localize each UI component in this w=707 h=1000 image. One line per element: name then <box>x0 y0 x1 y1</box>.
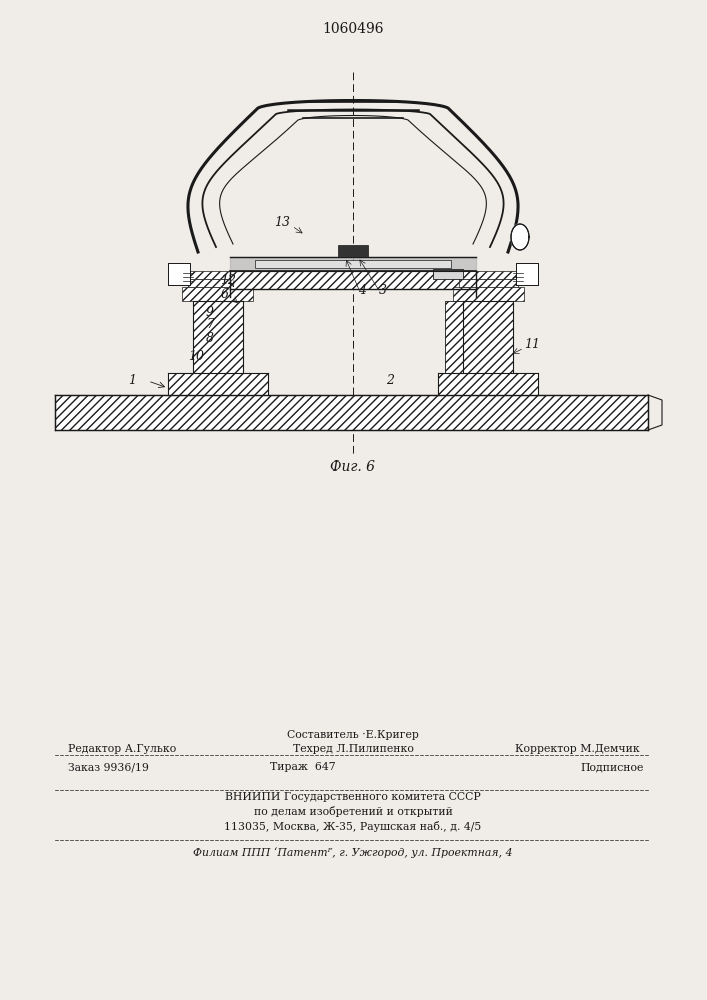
Polygon shape <box>511 224 529 250</box>
Text: 1: 1 <box>128 373 136 386</box>
Bar <box>463 301 513 373</box>
Text: по делам изобретений и открытий: по делам изобретений и открытий <box>254 806 452 817</box>
Text: Тираж  647: Тираж 647 <box>270 762 336 772</box>
Bar <box>338 245 368 257</box>
Text: 2: 2 <box>386 373 394 386</box>
Text: 10: 10 <box>188 350 204 362</box>
Bar <box>168 263 190 285</box>
Text: Заказ 9936/19: Заказ 9936/19 <box>68 762 149 772</box>
Bar <box>459 271 518 279</box>
Bar <box>445 301 463 373</box>
Text: ВНИИПИ Государственного комитета СССР: ВНИИПИ Государственного комитета СССР <box>225 792 481 802</box>
Bar <box>182 287 253 301</box>
Polygon shape <box>511 224 529 250</box>
Bar <box>453 287 524 301</box>
Bar <box>168 263 190 285</box>
Text: Фиг. 6: Фиг. 6 <box>330 460 375 474</box>
Text: 1060496: 1060496 <box>322 22 384 36</box>
Text: 6: 6 <box>221 288 229 302</box>
Bar <box>438 373 538 395</box>
Text: Корректор М.Демчик: Корректор М.Демчик <box>515 744 640 754</box>
Text: Филиам ППП ‘Патентᴾ, г. Ужгород, ул. Проектная, 4: Филиам ППП ‘Патентᴾ, г. Ужгород, ул. Про… <box>193 847 513 858</box>
Text: 7: 7 <box>206 318 214 332</box>
Bar <box>55 395 648 430</box>
Bar <box>188 271 247 279</box>
Bar <box>255 260 451 268</box>
Text: 3: 3 <box>379 284 387 296</box>
Text: Подписное: Подписное <box>580 762 643 772</box>
Text: Составитель ·Е.Кригер: Составитель ·Е.Кригер <box>287 730 419 740</box>
Bar <box>168 373 268 395</box>
Text: 4: 4 <box>358 284 366 296</box>
Text: 8: 8 <box>206 332 214 344</box>
Text: 13: 13 <box>274 216 290 229</box>
Bar <box>433 269 463 279</box>
Bar <box>193 301 243 373</box>
Text: 113035, Москва, Ж-35, Раушская наб., д. 4/5: 113035, Москва, Ж-35, Раушская наб., д. … <box>224 821 481 832</box>
Bar <box>516 263 538 285</box>
Bar <box>188 279 247 287</box>
Text: 12: 12 <box>220 273 236 286</box>
Text: 9: 9 <box>206 306 214 318</box>
Text: Техред Л.Пилипенко: Техред Л.Пилипенко <box>293 744 414 754</box>
Text: 11: 11 <box>524 338 540 352</box>
Text: Редактор А.Гулько: Редактор А.Гулько <box>68 744 176 754</box>
Bar <box>459 279 518 287</box>
Bar <box>516 263 538 285</box>
Bar <box>230 271 476 289</box>
